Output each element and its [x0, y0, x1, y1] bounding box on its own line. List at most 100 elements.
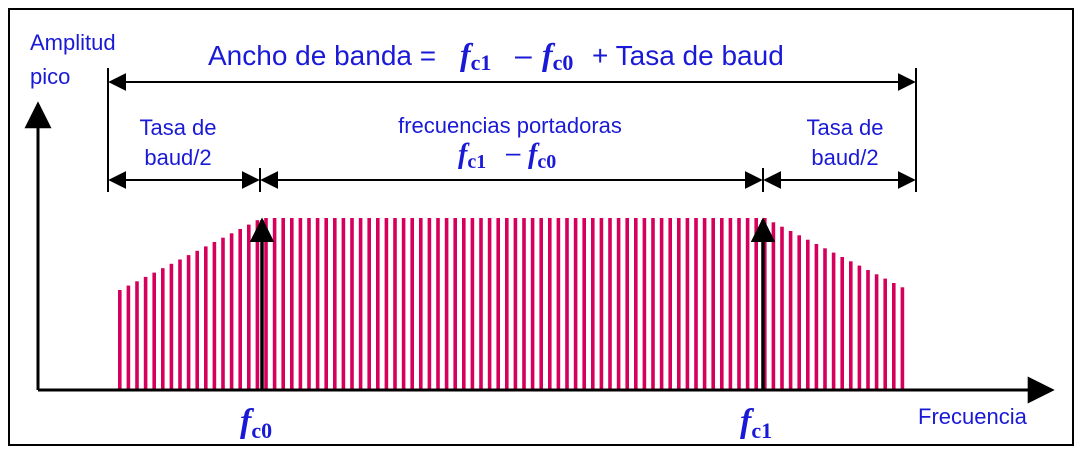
spectrum-stripe — [393, 218, 397, 390]
spectrum-stripe — [479, 218, 483, 390]
title-f-c0: fc0 — [542, 36, 573, 75]
spectrum-stripe — [126, 285, 131, 390]
spectrum-stripe — [892, 283, 896, 390]
spectrum-stripe — [333, 218, 337, 390]
carrier-f-c1: fc1 — [458, 139, 486, 173]
carrier-label: frecuencias portadoras — [398, 113, 622, 138]
y-axis-label-line1: Amplitud — [30, 30, 116, 55]
spectrum-stripe — [659, 218, 664, 390]
spectrum-stripe — [591, 218, 595, 390]
spectrum-stripe — [324, 218, 328, 390]
y-axis-label-line2: pico — [30, 64, 70, 89]
x-axis-label: Frecuencia — [918, 404, 1028, 429]
spectrum-stripe — [565, 218, 569, 390]
spectrum-stripe — [814, 244, 819, 390]
spectrum-stripe — [668, 218, 672, 390]
spectrum-stripe — [720, 218, 724, 390]
spectrum-stripe — [350, 218, 354, 390]
spectrum-stripe — [195, 250, 199, 390]
spectrum-stripe — [548, 218, 552, 390]
spectrum-stripe — [169, 263, 174, 390]
spectrum-stripe — [341, 218, 346, 390]
spectrum-stripe — [634, 218, 638, 390]
spectrum-stripes — [118, 218, 905, 390]
spectrum-stripe — [419, 218, 423, 390]
spectrum-stripe — [462, 218, 466, 390]
spectrum-stripe — [685, 218, 690, 390]
spectrum-stripe — [118, 290, 122, 390]
left-band-label-line1: Tasa de — [139, 115, 216, 140]
bandwidth-title-suffix: + Tasa de baud — [592, 40, 784, 71]
right-band-label-line2: baud/2 — [811, 145, 878, 170]
spectrum-stripe — [444, 218, 449, 390]
spectrum-stripe — [788, 231, 793, 390]
spectrum-stripe — [874, 274, 879, 390]
spectrum-stripe — [883, 278, 887, 390]
fc0-axis-label: fc0 — [240, 403, 272, 443]
spectrum-stripe — [212, 242, 217, 390]
spectrum-stripe — [711, 218, 715, 390]
spectrum-stripe — [599, 218, 604, 390]
spectrum-stripe — [247, 224, 251, 390]
spectrum-stripe — [272, 218, 277, 390]
spectrum-stripe — [840, 257, 844, 390]
spectrum-stripe — [384, 218, 389, 390]
spectrum-stripe — [849, 261, 853, 390]
spectrum-stripe — [505, 218, 509, 390]
title-f-c1: fc1 — [460, 36, 491, 75]
spectrum-stripe — [797, 235, 801, 390]
spectrum-stripe — [831, 252, 836, 390]
spectrum-stripe — [290, 218, 294, 390]
spectrum-stripe — [616, 218, 621, 390]
spectrum-stripe — [186, 255, 191, 390]
spectrum-stripe — [496, 218, 500, 390]
spectrum-stripe — [522, 218, 526, 390]
spectrum-stripe — [625, 218, 629, 390]
spectrum-stripe — [573, 218, 578, 390]
spectrum-stripe — [204, 246, 208, 390]
spectrum-stripe — [376, 218, 380, 390]
spectrum-stripe — [487, 218, 492, 390]
spectrum-stripe — [608, 218, 612, 390]
spectrum-stripe — [307, 218, 311, 390]
spectrum-stripe — [694, 218, 698, 390]
spectrum-stripe — [410, 218, 414, 390]
right-band-label-line1: Tasa de — [806, 115, 883, 140]
spectrum-stripe — [453, 218, 457, 390]
spectrum-stripe — [264, 218, 268, 390]
diagram-frame: Amplitud pico Frecuencia Ancho de banda … — [8, 8, 1074, 446]
left-band-label-line2: baud/2 — [144, 145, 211, 170]
spectrum-stripe — [642, 218, 647, 390]
spectrum-stripe — [530, 218, 535, 390]
spectrum-stripe — [255, 220, 260, 390]
spectrum-stripe — [315, 218, 320, 390]
spectrum-stripe — [539, 218, 543, 390]
spectrum-stripe — [763, 218, 767, 390]
carrier-f-c0: fc0 — [528, 139, 556, 173]
spectrum-stripe — [401, 218, 406, 390]
spectrum-stripe — [866, 270, 870, 390]
spectrum-stripe — [161, 268, 165, 390]
fc1-axis-label: fc1 — [740, 403, 772, 443]
bandwidth-title-prefix: Ancho de banda = — [208, 40, 436, 71]
spectrum-stripe — [582, 218, 586, 390]
spectrum-stripe — [677, 218, 681, 390]
spectrum-stripe — [737, 218, 741, 390]
spectrum-stripe — [728, 218, 733, 390]
spectrum-stripe — [178, 259, 182, 390]
spectrum-stripe — [470, 218, 475, 390]
spectrum-stripe — [513, 218, 518, 390]
spectrum-stripe — [745, 218, 750, 390]
spectrum-stripe — [281, 218, 285, 390]
spectrum-stripe — [152, 272, 156, 390]
carrier-minus: – — [506, 137, 521, 167]
spectrum-stripe — [135, 281, 139, 390]
spectrum-stripe — [857, 265, 862, 390]
spectrum-diagram: Amplitud pico Frecuencia Ancho de banda … — [24, 30, 1055, 443]
spectrum-stripe — [298, 218, 303, 390]
title-minus: – — [515, 39, 532, 72]
spectrum-stripe — [702, 218, 707, 390]
spectrum-stripe — [358, 218, 363, 390]
spectrum-stripe — [238, 229, 242, 390]
spectrum-stripe — [823, 248, 827, 390]
